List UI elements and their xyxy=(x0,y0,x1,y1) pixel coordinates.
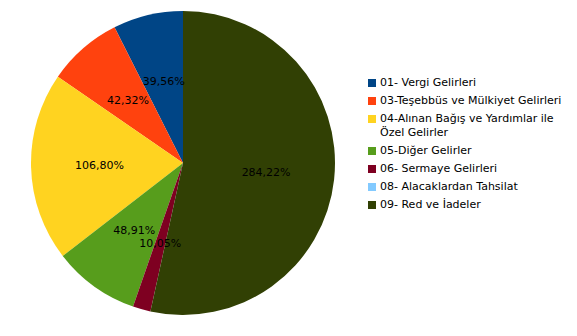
svg-text:42,32%: 42,32% xyxy=(107,94,149,107)
html-text:03-Teşebbüs ve Mülkiyet Gelirl: 03-Teşebbüs ve Mülkiyet Gelirleri xyxy=(380,94,562,107)
svg-text:284,22%: 284,22% xyxy=(242,166,291,179)
html-text:04-Alınan Bağış ve Yardımlar i: 04-Alınan Bağış ve Yardımlar ile Özel Ge… xyxy=(380,112,554,139)
svg-text:10,05%: 10,05% xyxy=(139,237,181,250)
html-text:08- Alacaklardan Tahsilat: 08- Alacaklardan Tahsilat xyxy=(380,180,518,193)
svg-text:106,80%: 106,80% xyxy=(75,159,124,172)
html-text:05-Diğer Gelirler: 05-Diğer Gelirler xyxy=(380,144,472,157)
svg-text:39,56%: 39,56% xyxy=(143,75,185,88)
html-text:01- Vergi Gelirleri: 01- Vergi Gelirleri xyxy=(380,76,477,89)
svg-text:48,91%: 48,91% xyxy=(113,224,155,237)
html-text:06- Sermaye Gelirleri: 06- Sermaye Gelirleri xyxy=(380,162,498,175)
html-text:09- Red ve İadeler: 09- Red ve İadeler xyxy=(380,198,481,211)
